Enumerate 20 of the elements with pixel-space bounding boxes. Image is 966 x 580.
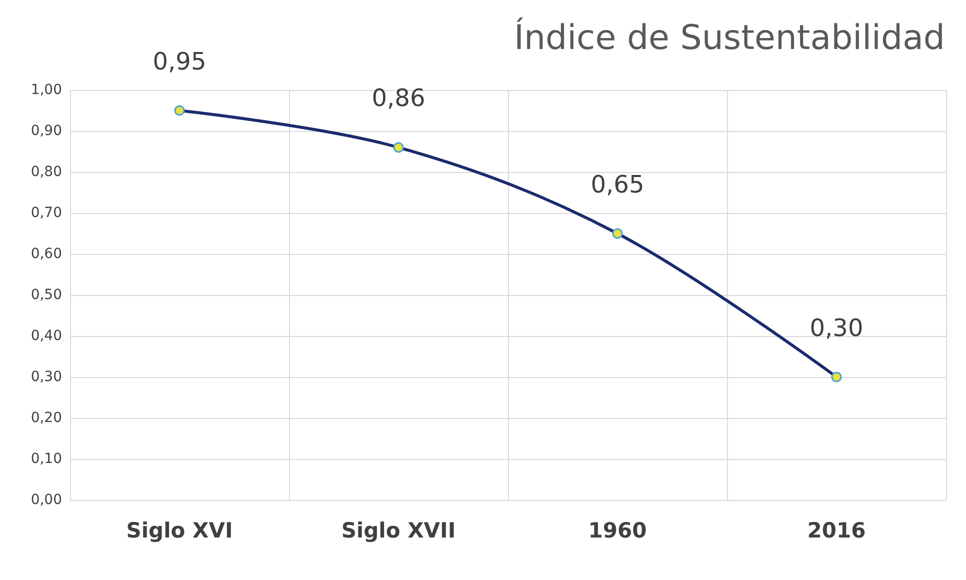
y-tick-label: 0,10 xyxy=(30,451,62,467)
y-tick-label: 0,60 xyxy=(30,246,62,262)
y-tick-label: 0,00 xyxy=(30,492,62,508)
x-tick-label: 2016 xyxy=(807,518,866,542)
y-tick-label: 0,80 xyxy=(30,164,62,180)
x-tick-label: Siglo XVI xyxy=(126,518,233,542)
y-tick-label: 1,00 xyxy=(30,82,62,98)
y-tick-label: 0,20 xyxy=(30,410,62,426)
y-tick-label: 0,90 xyxy=(30,123,62,139)
x-tick-label: 1960 xyxy=(588,518,647,542)
y-tick-label: 0,40 xyxy=(30,328,62,344)
x-tick-label: Siglo XVII xyxy=(341,518,456,542)
chart-title: Índice de Sustentabilidad xyxy=(514,17,946,58)
y-tick-label: 0,30 xyxy=(30,369,62,385)
y-tick-label: 0,70 xyxy=(30,205,62,221)
y-tick-label: 0,50 xyxy=(30,287,62,303)
data-label: 0,86 xyxy=(372,84,426,112)
data-label: 0,30 xyxy=(810,314,864,342)
data-label: 0,65 xyxy=(590,170,644,198)
data-label: 0,95 xyxy=(152,47,206,76)
